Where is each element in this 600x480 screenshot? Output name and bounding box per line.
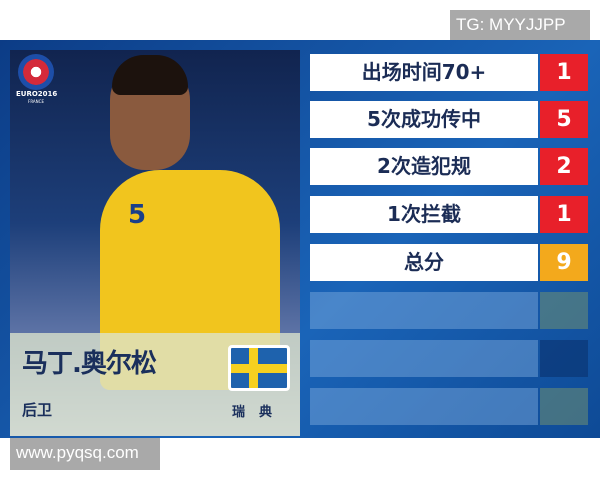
- stat-row: 5次成功传中 5: [310, 101, 588, 138]
- stat-row: 出场时间70+ 1: [310, 54, 588, 91]
- player-name: 马丁.奥尔松: [22, 349, 157, 379]
- stat-points: 2: [540, 148, 588, 185]
- empty-row: [310, 388, 588, 425]
- stat-label: 5次成功传中: [310, 101, 538, 138]
- stat-label: 1次拦截: [310, 196, 538, 233]
- stat-points: 5: [540, 101, 588, 138]
- total-label: 总分: [310, 244, 538, 281]
- total-row: 总分 9: [310, 244, 588, 281]
- watermark-top: TG: MYYJJPP: [450, 10, 590, 40]
- watermark-bottom: www.pyqsq.com: [10, 438, 160, 470]
- player-country: 瑞典: [232, 405, 287, 420]
- name-plate: 马丁.奥尔松 后卫 瑞典: [10, 333, 300, 436]
- empty-row: [310, 292, 588, 329]
- total-points: 9: [540, 244, 588, 281]
- logo-title: EURO2016: [16, 90, 58, 98]
- player-hair: [112, 55, 188, 95]
- stat-row: 2次造犯规 2: [310, 148, 588, 185]
- stat-row: 1次拦截 1: [310, 196, 588, 233]
- sweden-flag-icon: [228, 345, 290, 391]
- stat-label: 出场时间70+: [310, 54, 538, 91]
- stat-points: 1: [540, 54, 588, 91]
- stat-label: 2次造犯规: [310, 148, 538, 185]
- logo-subtitle: FRANCE: [28, 99, 44, 104]
- trophy-icon: [18, 54, 54, 90]
- stat-points: 1: [540, 196, 588, 233]
- player-position: 后卫: [22, 401, 53, 419]
- shirt-number: 5: [128, 200, 147, 230]
- empty-row: [310, 340, 588, 377]
- euro2016-logo: EURO2016 FRANCE: [16, 54, 58, 114]
